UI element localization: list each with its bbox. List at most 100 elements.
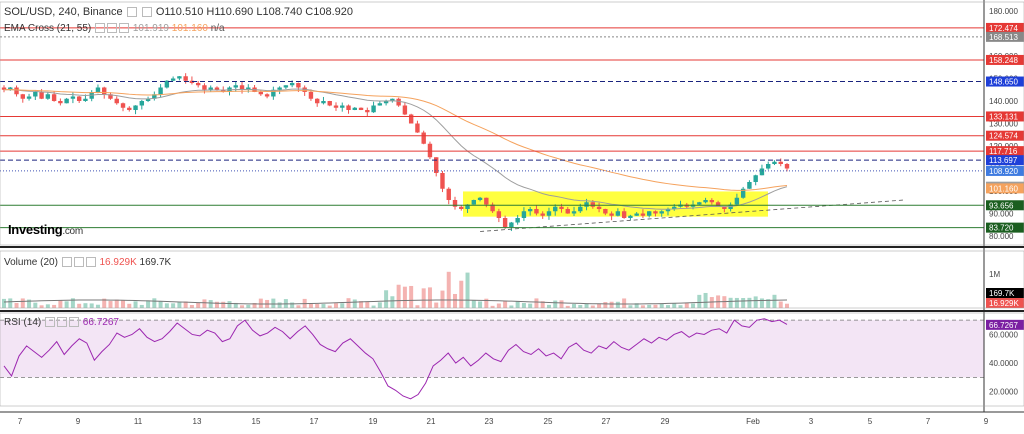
rsi-tick-label: 20.0000	[989, 388, 1018, 397]
high-value: H110.690	[206, 6, 254, 18]
rsi-panel: 60.0000 40.0000 20.0000 66.7267	[0, 318, 1024, 400]
candle-body	[158, 87, 163, 95]
candle-body	[540, 213, 545, 216]
candle-body	[8, 87, 13, 90]
volume-bar	[271, 298, 276, 308]
time-tick-label: Feb	[746, 417, 760, 426]
candle-body	[634, 213, 639, 216]
panel-frame	[0, 250, 1024, 309]
volume-bar	[785, 303, 789, 308]
volume-bar	[415, 305, 420, 308]
level-tag-label: 117.716	[989, 147, 1018, 156]
volume-bar	[33, 302, 38, 308]
candle-body	[1, 87, 7, 90]
volume-bar	[628, 305, 633, 308]
candle-body	[471, 200, 476, 205]
candle-body	[233, 85, 238, 88]
candle-body	[440, 173, 445, 189]
volume-bar	[697, 294, 702, 308]
candle-body	[58, 101, 63, 104]
candle-body	[628, 215, 633, 218]
candle-body	[51, 94, 57, 101]
volume-bar	[759, 298, 764, 308]
visibility-icon[interactable]	[95, 23, 106, 34]
volume-bar	[27, 299, 32, 308]
candle-body	[596, 206, 602, 209]
candle-body	[33, 92, 38, 97]
candle-body	[697, 202, 702, 205]
rsi-band	[0, 320, 984, 378]
ema-label: EMA Cross (21, 55)	[4, 23, 92, 34]
level-tag	[986, 54, 1024, 65]
price-tick-label: 180.000	[989, 7, 1018, 16]
close-icon[interactable]	[119, 23, 130, 34]
volume-bar	[102, 298, 107, 308]
volume-bar	[133, 301, 138, 308]
candle-body	[753, 175, 758, 182]
candle-body	[64, 98, 69, 104]
level-tag-label: 113.697	[989, 156, 1018, 165]
volume-bar	[678, 305, 683, 308]
candle-body	[277, 87, 282, 90]
time-tick-label: 21	[427, 417, 436, 426]
candle-body	[214, 87, 220, 90]
price-tick-label: 140.000	[989, 97, 1018, 106]
price-tick-label: 130.000	[989, 120, 1018, 129]
settings-icon[interactable]	[126, 7, 137, 18]
level-tag	[986, 165, 1024, 176]
low-value: L108.740	[256, 6, 303, 18]
volume-bar	[565, 305, 570, 308]
volume-bar	[659, 303, 664, 308]
volume-bar	[290, 302, 295, 308]
volume-bar	[421, 288, 426, 308]
volume-tick-label: 1M	[989, 270, 1000, 279]
volume-tag-label: 16.929K	[989, 299, 1019, 308]
rsi-tick-label: 40.0000	[989, 359, 1018, 368]
close-icon[interactable]	[141, 7, 152, 18]
close-icon[interactable]	[69, 317, 80, 328]
visibility-icon[interactable]	[61, 257, 72, 268]
ema-slow-value: 101.160	[171, 23, 208, 34]
volume-bar	[45, 304, 50, 308]
candle-body	[502, 218, 508, 227]
volume-bar	[20, 298, 25, 308]
volume-bar	[653, 304, 658, 308]
volume-bar	[365, 301, 370, 308]
volume-bar	[83, 303, 88, 308]
candle-body	[546, 211, 552, 216]
settings-icon[interactable]	[73, 257, 84, 268]
close-icon[interactable]	[85, 257, 96, 268]
candle-body	[452, 200, 458, 207]
candle-body	[26, 96, 32, 99]
visibility-icon[interactable]	[45, 317, 56, 328]
level-tag	[986, 183, 1024, 194]
candle-body	[264, 94, 270, 97]
candle-body	[565, 209, 570, 214]
volume-bar	[709, 297, 714, 308]
candle-body	[766, 164, 771, 169]
volume-bar	[503, 301, 508, 308]
volume-bar	[528, 303, 533, 308]
level-tag	[986, 319, 1024, 330]
settings-icon[interactable]	[107, 23, 118, 34]
candle-body	[14, 87, 19, 95]
volume-bar	[647, 304, 652, 308]
volume-bar	[221, 301, 226, 308]
volume-bar	[609, 301, 614, 308]
candle-body	[553, 206, 558, 212]
volume-bar	[741, 298, 746, 308]
candle-body	[145, 98, 151, 101]
time-tick-label: 9	[984, 417, 989, 426]
rsi-value: 66.7267	[82, 317, 119, 328]
price-panel: 180.000170.000160.000150.000140.000130.0…	[0, 7, 1024, 241]
candle-body	[640, 213, 646, 216]
investing-watermark: Investing.com	[8, 222, 83, 237]
candle-body	[778, 161, 783, 164]
volume-bar	[640, 305, 645, 308]
level-tag-label: 108.920	[989, 167, 1018, 176]
candle-body	[45, 94, 51, 99]
settings-icon[interactable]	[57, 317, 68, 328]
